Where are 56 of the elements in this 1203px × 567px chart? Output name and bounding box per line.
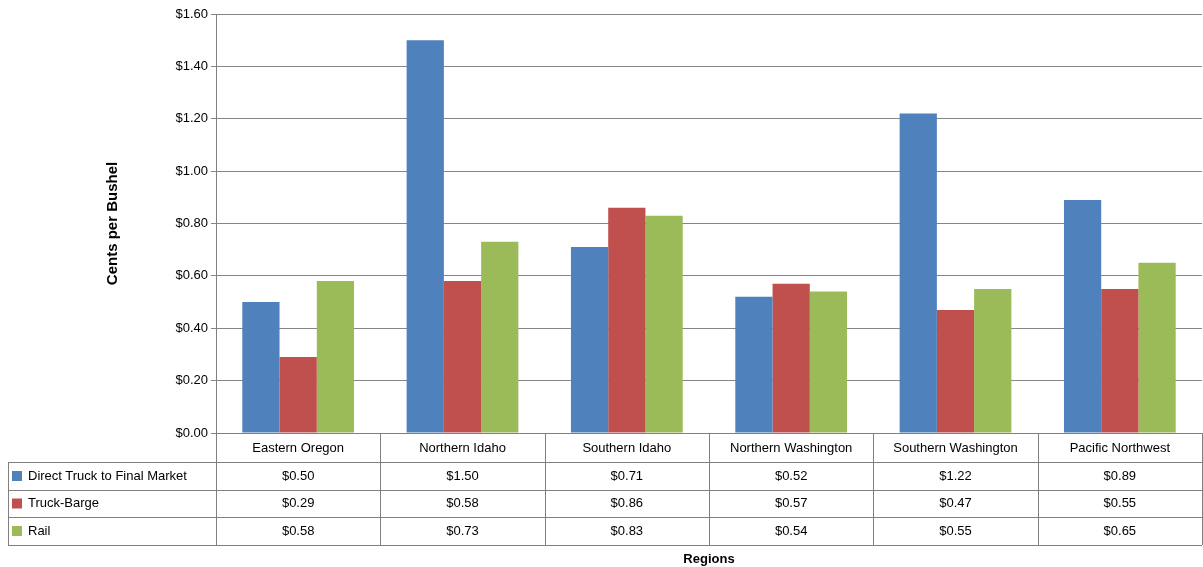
bar [772, 283, 810, 433]
x-tick-label: Eastern Oregon [252, 440, 345, 456]
data-label: $0.54 [774, 522, 808, 538]
bar [645, 215, 683, 433]
data-label: $0.86 [610, 495, 644, 511]
bar [974, 288, 1012, 433]
legend-label: Direct Truck to Final Market [28, 467, 188, 483]
y-tick-label: $0.20 [175, 372, 208, 388]
bar [242, 302, 280, 433]
bar [316, 281, 355, 433]
bar [1101, 288, 1139, 433]
bar [735, 296, 773, 433]
data-label: $0.55 [1103, 495, 1137, 511]
bar [1138, 262, 1176, 433]
bar [809, 291, 848, 433]
bar [406, 40, 444, 433]
y-tick-label: $1.20 [175, 110, 208, 126]
bar [570, 247, 609, 433]
data-label: $0.83 [610, 522, 644, 538]
data-label: $0.57 [774, 495, 808, 511]
bar [1063, 199, 1102, 433]
bar [608, 207, 646, 433]
data-label: $1.50 [446, 467, 479, 483]
data-label: $0.65 [1103, 522, 1137, 538]
data-label: $0.47 [939, 495, 972, 511]
data-label: $0.58 [281, 522, 315, 538]
data-label: $0.73 [446, 522, 479, 538]
x-tick-label: Pacific Northwest [1069, 440, 1171, 456]
y-tick-label: $0.60 [175, 267, 208, 283]
y-tick-label: $0.80 [175, 215, 208, 231]
x-tick-label: Southern Idaho [582, 440, 672, 456]
y-tick-label: $1.60 [175, 5, 208, 21]
data-label: $0.29 [281, 495, 315, 511]
bar [443, 281, 482, 433]
bar [899, 113, 937, 433]
y-axis-title: Cents per Bushel [103, 161, 121, 286]
y-tick-label: $0.40 [175, 319, 208, 335]
y-tick-label: $1.00 [175, 162, 208, 178]
text: Regions [683, 550, 735, 566]
y-tick-label: $0.00 [175, 424, 208, 440]
legend-label: Rail [28, 522, 51, 538]
x-tick-label: Northern Idaho [419, 440, 506, 456]
x-tick-label: Southern Washington [893, 440, 1018, 456]
data-label: $0.55 [939, 522, 972, 538]
data-label: $0.58 [446, 495, 479, 511]
bar [279, 357, 317, 433]
data-label: $0.71 [610, 467, 644, 483]
x-tick-label: Northern Washington [729, 440, 853, 456]
bar [936, 309, 975, 433]
data-label: $0.52 [774, 467, 808, 483]
data-label: $1.22 [939, 467, 972, 483]
legend-label: Truck-Barge [28, 495, 100, 511]
y-tick-label: $1.40 [175, 57, 208, 73]
bar [481, 241, 519, 433]
data-label: $0.89 [1103, 467, 1137, 483]
data-label: $0.50 [281, 467, 315, 483]
